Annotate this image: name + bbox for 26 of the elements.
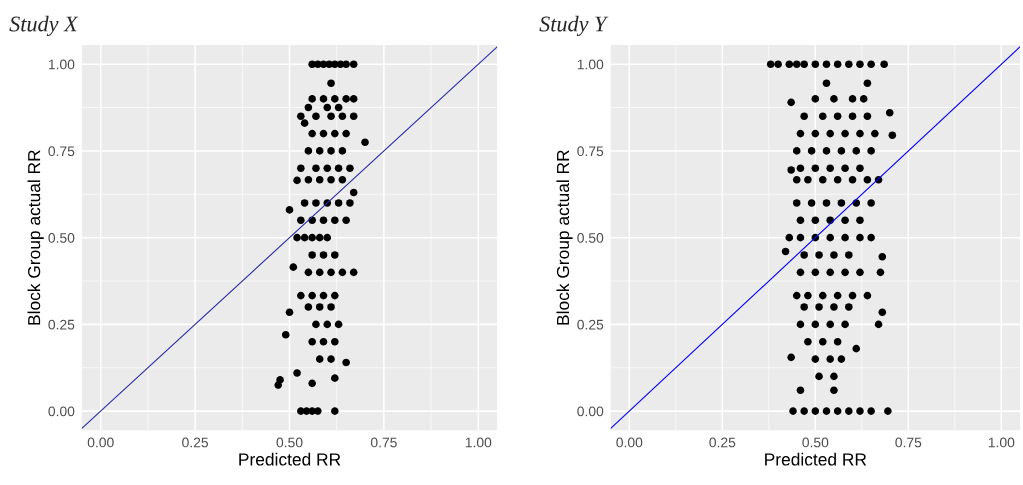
x-tick-label: 0.25: [182, 437, 209, 448]
x-tick-label: 1.00: [988, 437, 1015, 448]
x-tick-label: 0.75: [370, 437, 397, 448]
y-tick-label: 0.75: [577, 146, 604, 157]
y-tick-label: 0.00: [48, 406, 75, 417]
x-tick-label: 0.75: [895, 437, 922, 448]
x-tick-label: 0.50: [802, 437, 829, 448]
x-tick-label: 0.50: [276, 437, 303, 448]
y-tick-label: 0.25: [577, 319, 604, 330]
y-tick-label: 0.50: [577, 232, 604, 243]
x-tick-label: 0.00: [87, 437, 114, 448]
y-tick-label: 0.25: [48, 319, 75, 330]
chart-title: Study Y: [539, 15, 609, 37]
y-tick-label: 0.50: [48, 232, 75, 243]
x-axis-title: Predicted RR: [765, 452, 867, 466]
x-tick-label: 0.00: [616, 437, 643, 448]
x-tick-label: 1.00: [465, 437, 492, 448]
y-tick-label: 0.75: [48, 146, 75, 157]
y-tick-label: 1.00: [48, 59, 75, 70]
y-tick-label: 1.00: [577, 59, 604, 70]
x-axis-title: Predicted RR: [239, 452, 341, 466]
y-tick-label: 0.00: [577, 406, 604, 417]
y-axis-title: Block Group actual RR: [27, 150, 44, 325]
y-axis-title: Block Group actual RR: [556, 150, 573, 325]
chart-title: Study X: [9, 15, 79, 37]
x-tick-label: 0.25: [709, 437, 736, 448]
